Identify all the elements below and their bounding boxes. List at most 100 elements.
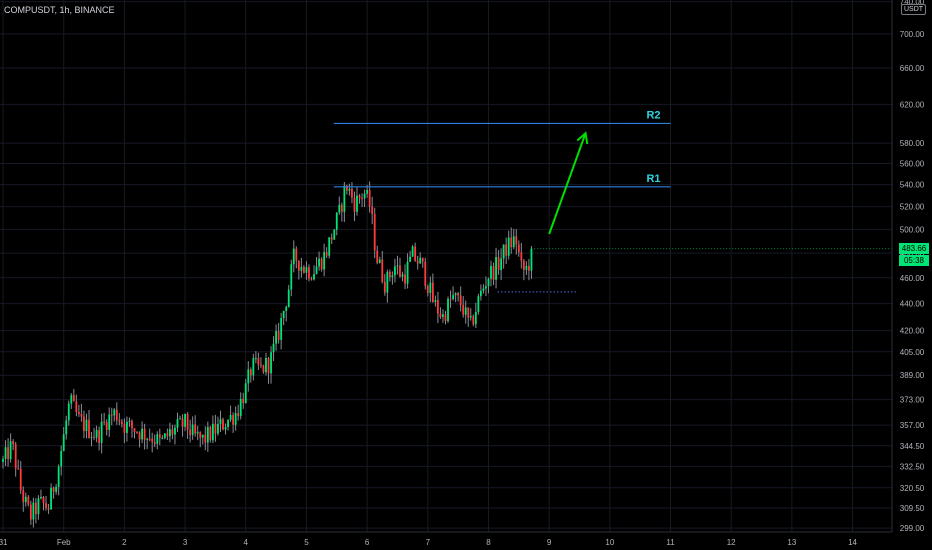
candle-up	[234, 413, 237, 425]
candle-down	[189, 429, 192, 435]
candle-up	[469, 316, 472, 318]
y-tick-label: 420.00	[900, 327, 925, 336]
candle-up	[247, 369, 250, 384]
candle-up	[191, 424, 194, 435]
x-tick-label: 10	[605, 538, 614, 547]
candle-down	[439, 313, 442, 318]
candle-up	[452, 295, 454, 299]
candle-up	[90, 436, 93, 438]
candle-down	[520, 252, 523, 261]
candle-up	[482, 288, 485, 291]
candle-up	[126, 421, 128, 433]
candle-down	[29, 504, 32, 520]
candle-up	[454, 293, 457, 296]
candle-down	[492, 265, 495, 280]
candle-up	[169, 429, 171, 437]
candle-up	[60, 451, 63, 467]
time-axis[interactable]: 31 Feb 2 3 4 5 6 7 8 9 10 11 12 13 14	[0, 538, 858, 547]
candle-down	[528, 265, 530, 271]
y-tick-label: 373.00	[900, 396, 925, 405]
y-tick-label: 620.00	[900, 100, 925, 109]
candle-down	[98, 429, 101, 443]
candle-down	[204, 434, 207, 443]
y-tick-label: 309.50	[900, 504, 925, 513]
candle-up	[464, 307, 467, 315]
candle-up	[300, 266, 303, 271]
candle-down	[158, 434, 161, 438]
candle-down	[93, 436, 95, 438]
candle-up	[363, 193, 366, 199]
candle-up	[184, 413, 186, 427]
candle-down	[345, 185, 348, 191]
candle-down	[295, 248, 298, 261]
candle-down	[404, 274, 406, 284]
candle-down	[457, 293, 460, 296]
candle-down	[186, 413, 189, 430]
y-tick-label: 540.00	[900, 181, 925, 190]
x-tick-label: 7	[426, 538, 431, 547]
candlestick-series	[2, 181, 533, 528]
candle-up	[366, 190, 369, 194]
candle-down	[7, 447, 9, 460]
candle-down	[340, 204, 343, 212]
candle-down	[88, 419, 90, 438]
x-tick-label: 31	[0, 538, 8, 547]
candle-down	[110, 414, 113, 416]
candle-down	[297, 260, 300, 271]
candle-up	[224, 427, 227, 430]
x-tick-label: 5	[304, 538, 309, 547]
x-tick-label: 4	[244, 538, 249, 547]
candle-up	[229, 415, 232, 420]
candle-down	[232, 415, 235, 425]
candle-down	[166, 433, 169, 437]
candle-down	[368, 190, 371, 207]
candle-down	[136, 432, 138, 434]
candle-up	[290, 264, 293, 290]
candle-up	[32, 502, 35, 520]
candle-up	[318, 258, 320, 267]
candle-up	[85, 419, 88, 432]
candle-up	[315, 266, 318, 274]
candle-down	[371, 206, 374, 215]
candle-up	[40, 496, 42, 499]
x-tick-label: 11	[666, 538, 675, 547]
resistance-label-r1: R1	[646, 173, 660, 185]
candle-up	[419, 257, 422, 264]
price-axis[interactable]: 740.00 700.00 660.00 620.00 580.00 560.00 540.…	[900, 0, 925, 533]
candle-up	[163, 433, 166, 438]
candle-down	[209, 427, 212, 441]
candle-down	[497, 257, 500, 270]
candle-down	[467, 307, 470, 318]
candle-up	[24, 496, 27, 503]
candle-up	[495, 257, 497, 280]
candle-up	[356, 195, 358, 212]
candle-up	[65, 420, 68, 435]
y-tick-label: 299.00	[900, 524, 925, 533]
candle-down	[19, 468, 22, 491]
candle-down	[383, 281, 386, 293]
candle-up	[62, 434, 65, 452]
candle-up	[409, 256, 411, 262]
candle-up	[9, 441, 12, 460]
candle-up	[174, 427, 176, 435]
candle-up	[108, 414, 111, 430]
currency-badge[interactable]: USDT	[901, 4, 927, 15]
candle-up	[391, 275, 394, 278]
candle-down	[115, 409, 118, 421]
candle-up	[530, 248, 533, 271]
candle-up	[57, 466, 60, 487]
y-tick-label: 700.00	[900, 30, 925, 39]
candle-up	[280, 318, 283, 340]
y-tick-label: 357.00	[900, 421, 925, 430]
y-tick-label: 332.50	[900, 462, 925, 471]
candle-up	[70, 395, 73, 404]
candle-up	[146, 438, 149, 440]
candle-up	[196, 432, 199, 434]
candle-down	[52, 487, 55, 492]
candle-down	[249, 369, 252, 376]
candle-up	[338, 204, 341, 213]
candle-down	[242, 398, 245, 404]
candle-up	[265, 358, 267, 373]
candle-up	[429, 282, 432, 293]
